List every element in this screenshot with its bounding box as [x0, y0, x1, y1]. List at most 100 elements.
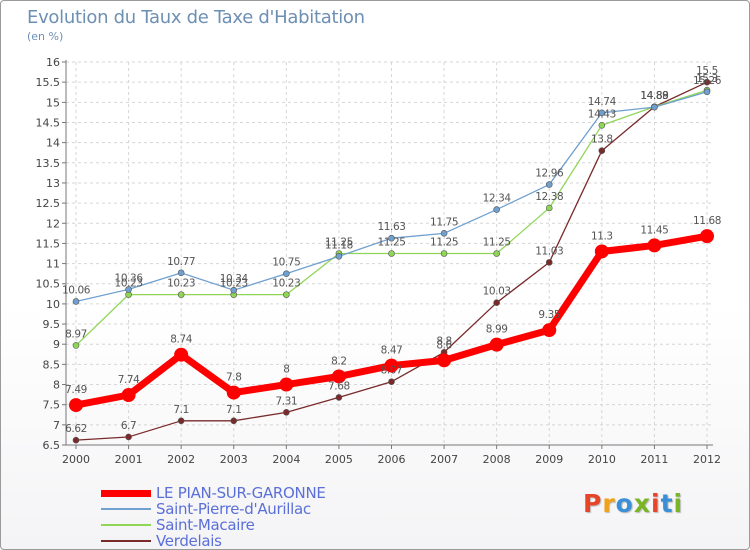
- data-point: [493, 206, 500, 213]
- x-tick-label: 2012: [693, 453, 721, 466]
- y-tick-label: 7: [53, 419, 60, 432]
- y-tick-label: 12: [46, 217, 60, 230]
- legend-swatch: [101, 508, 151, 510]
- x-tick-label: 2004: [272, 453, 300, 466]
- data-label: 12.96: [535, 168, 564, 180]
- chart-unit: (en %): [27, 30, 64, 43]
- data-point: [279, 377, 294, 392]
- data-label: 10.34: [220, 273, 249, 285]
- data-label: 7.8: [226, 372, 242, 384]
- data-point: [542, 323, 557, 338]
- data-point: [177, 269, 185, 277]
- data-point: [72, 342, 80, 349]
- y-tick-label: 9.5: [43, 318, 61, 331]
- data-label: 15.5: [696, 65, 718, 77]
- data-point: [703, 78, 711, 86]
- data-point: [230, 286, 238, 294]
- x-tick-label: 2008: [483, 453, 511, 466]
- x-tick-label: 2005: [325, 453, 353, 466]
- y-tick-label: 13.5: [36, 157, 61, 170]
- y-tick-label: 11.5: [36, 237, 61, 250]
- data-point: [545, 204, 553, 212]
- data-point: [388, 234, 395, 242]
- data-label: 14.43: [588, 108, 616, 120]
- data-point: [440, 230, 448, 237]
- y-tick-label: 6.5: [43, 439, 61, 452]
- data-point: [651, 103, 658, 111]
- data-label: 7.68: [328, 380, 350, 392]
- x-tick-label: 2002: [167, 453, 195, 466]
- y-tick-label: 15: [46, 96, 60, 109]
- data-label: 6.62: [65, 423, 87, 435]
- data-label: 10.23: [220, 278, 248, 290]
- data-label: 10.23: [115, 278, 143, 290]
- data-label: 14.89: [640, 90, 668, 102]
- data-point: [545, 259, 553, 266]
- data-label: 8.99: [486, 324, 508, 336]
- data-point: [598, 109, 606, 117]
- legend-swatch: [101, 524, 151, 526]
- data-label: 10.77: [167, 256, 195, 268]
- legend-item-verdelais: Verdelais: [101, 532, 361, 550]
- data-label: 7.74: [118, 374, 140, 386]
- data-label: 6.7: [121, 420, 137, 432]
- data-point: [388, 378, 395, 386]
- x-tick-label: 2009: [535, 453, 563, 466]
- x-tick-label: 2007: [430, 453, 458, 466]
- data-label: 11.25: [325, 237, 353, 249]
- y-tick-label: 10.5: [36, 278, 61, 291]
- data-label: 12.34: [483, 193, 512, 205]
- data-label: 8.97: [65, 328, 87, 340]
- data-point: [388, 250, 395, 257]
- data-point: [594, 244, 609, 259]
- data-label: 11.25: [377, 237, 405, 249]
- data-label: 8.47: [381, 345, 403, 357]
- legend: LE PIAN-SUR-GARONNE Saint-Pierre-d'Auril…: [101, 484, 361, 550]
- chart-title: Evolution du Taux de Taxe d'Habitation: [27, 7, 365, 28]
- data-label: 13.8: [591, 134, 613, 146]
- x-tick-label: 2001: [115, 453, 143, 466]
- data-label: 11.3: [591, 230, 613, 242]
- data-label: 14.89: [640, 90, 668, 102]
- y-tick-label: 14: [46, 137, 60, 150]
- data-point: [283, 291, 290, 298]
- data-label: 15.26: [693, 75, 722, 87]
- data-point: [598, 121, 606, 129]
- x-tick-label: 2011: [640, 453, 668, 466]
- data-label: 14.88: [640, 90, 668, 102]
- data-label: 12.38: [535, 191, 563, 203]
- data-point: [125, 286, 132, 293]
- legend-item-le-pian: LE PIAN-SUR-GARONNE: [101, 484, 361, 502]
- x-tick-label: 2003: [220, 453, 248, 466]
- data-point: [72, 436, 80, 444]
- legend-label: Verdelais: [156, 532, 222, 550]
- x-tick-label: 2000: [62, 453, 90, 466]
- data-label: 10.06: [62, 284, 91, 296]
- legend-swatch: [101, 540, 151, 542]
- y-tick-label: 10: [46, 298, 60, 311]
- data-label: 14.74: [588, 96, 617, 108]
- data-label: 15.3: [696, 73, 718, 85]
- x-tick-label: 2006: [378, 453, 406, 466]
- legend-label: LE PIAN-SUR-GARONNE: [156, 484, 326, 502]
- legend-label: Saint-Pierre-d'Aurillac: [156, 500, 311, 518]
- y-tick-label: 8: [53, 379, 60, 392]
- x-tick-label: 2010: [588, 453, 616, 466]
- data-label: 7.49: [65, 384, 87, 396]
- y-tick-label: 8.5: [43, 358, 61, 371]
- data-point: [703, 88, 711, 96]
- data-label: 11.25: [430, 237, 458, 249]
- data-label: 8.8: [436, 335, 452, 347]
- data-point: [335, 253, 343, 260]
- proxiti-logo: Proxiti: [583, 489, 684, 518]
- data-label: 11.68: [693, 215, 721, 227]
- data-label: 7.1: [173, 404, 189, 416]
- data-point: [331, 369, 346, 384]
- data-label: 9.35: [538, 309, 560, 321]
- data-point: [545, 181, 553, 188]
- data-label: 8.07: [381, 365, 403, 377]
- data-point: [72, 298, 80, 305]
- data-point: [335, 394, 343, 401]
